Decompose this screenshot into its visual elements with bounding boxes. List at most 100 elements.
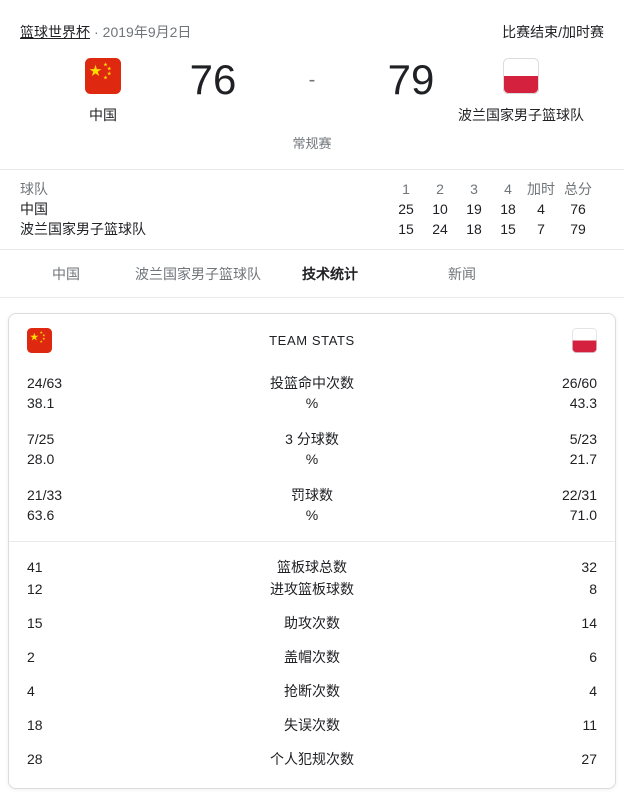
china-flag-icon [27, 328, 52, 353]
away-q4: 15 [500, 221, 516, 237]
3p-pct-label: % [305, 451, 319, 467]
home-q4: 18 [500, 201, 516, 217]
quarters-team-header: 球队 [20, 181, 48, 197]
away-row-team: 波兰国家男子篮球队 [20, 221, 146, 237]
home-ot: 4 [537, 201, 545, 217]
away-3p-pct: 21.7 [569, 451, 597, 467]
stat-row-personal-fouls: 28 个人犯规次数 27 [27, 748, 597, 770]
stat-row-offensive-rebounds: 12 进攻篮板球数 8 [27, 578, 597, 600]
stat-row-assists: 15 助攻次数 14 [27, 612, 597, 634]
rebounds-label: 篮板球总数 [277, 559, 347, 575]
stats-divider [9, 541, 615, 542]
quarters-table: 球队 1 2 3 4 加时 总分 中国 25 10 19 18 4 76 波兰国… [0, 169, 624, 250]
away-ot: 7 [537, 221, 545, 237]
stat-group-free-throws: 21/33 罚球数 22/31 63.6 % 71.0 [27, 485, 597, 525]
away-assists: 14 [581, 615, 597, 631]
home-total: 76 [570, 201, 586, 217]
away-steals: 4 [589, 683, 597, 699]
home-fg-pct: 38.1 [27, 395, 55, 411]
scoreboard: 中国 76 - 79 波兰国家男子篮球队 [0, 42, 624, 124]
home-team-name: 中国 [89, 107, 117, 123]
tab-away-team[interactable]: 波兰国家男子篮球队 [135, 265, 261, 282]
game-status: 比赛结束/加时赛 [502, 24, 604, 40]
team-stats-card-header: TEAM STATS [27, 328, 597, 353]
stage-label: 常规赛 [292, 136, 332, 151]
home-rebounds: 41 [27, 559, 43, 575]
tournament-link[interactable]: 篮球世界杯 [20, 24, 90, 40]
total-header: 总分 [564, 181, 592, 197]
home-blocks: 2 [27, 649, 35, 665]
home-score: 76 [189, 56, 237, 103]
quarter-3-header: 3 [470, 181, 478, 197]
quarter-1-header: 1 [402, 181, 410, 197]
away-ft-value: 22/31 [561, 487, 597, 503]
poland-flag-icon [571, 328, 597, 353]
quarter-2-header: 2 [436, 181, 444, 197]
home-q1: 25 [398, 201, 414, 217]
away-q1: 15 [398, 221, 414, 237]
home-q2: 10 [432, 201, 448, 217]
away-turnovers: 11 [582, 717, 597, 733]
home-steals: 4 [27, 683, 35, 699]
3p-label: 3 分球数 [285, 431, 339, 447]
home-fouls: 28 [27, 751, 43, 767]
overtime-header: 加时 [527, 181, 555, 197]
home-off-rebounds: 12 [27, 581, 43, 597]
home-fg-value: 24/63 [27, 375, 63, 391]
home-q3: 19 [466, 201, 482, 217]
blocks-label: 盖帽次数 [284, 649, 340, 665]
tournament-info: 篮球世界杯 · 2019年9月2日 [20, 22, 191, 42]
away-fouls: 27 [581, 751, 597, 767]
away-fg-pct: 43.3 [569, 395, 597, 411]
tab-home-team[interactable]: 中国 [52, 265, 80, 282]
away-3p-value: 5/23 [569, 431, 597, 447]
tab-news[interactable]: 新闻 [448, 265, 476, 282]
table-row-away: 波兰国家男子篮球队 15 24 18 15 7 79 [20, 219, 599, 239]
fg-label: 投篮命中次数 [270, 375, 354, 391]
fg-pct-label: % [305, 395, 319, 411]
stat-row-turnovers: 18 失误次数 11 [27, 714, 597, 736]
home-turnovers: 18 [27, 717, 43, 733]
tab-bar: 中国 波兰国家男子篮球队 技术统计 新闻 [0, 250, 624, 298]
turnovers-label: 失误次数 [284, 717, 340, 733]
away-rebounds: 32 [581, 559, 597, 575]
poland-flag-icon [446, 58, 596, 94]
match-header: 篮球世界杯 · 2019年9月2日 比赛结束/加时赛 [0, 0, 624, 42]
table-row-home: 中国 25 10 19 18 4 76 [20, 199, 599, 219]
quarters-header-row: 球队 1 2 3 4 加时 总分 [20, 179, 599, 199]
home-3p-pct: 28.0 [27, 451, 55, 467]
stat-group-field-goals: 24/63 投篮命中次数 26/60 38.1 % 43.3 [27, 373, 597, 413]
away-ft-pct: 71.0 [569, 507, 597, 523]
assists-label: 助攻次数 [284, 615, 340, 631]
away-total: 79 [570, 221, 586, 237]
tab-team-stats[interactable]: 技术统计 [302, 265, 358, 282]
team-stats-title: TEAM STATS [269, 333, 355, 348]
home-ft-pct: 63.6 [27, 507, 55, 523]
china-flag-icon [28, 58, 178, 94]
stat-row-total-rebounds: 41 篮板球总数 32 [27, 556, 597, 578]
ft-pct-label: % [305, 507, 319, 523]
score-dash: - [308, 69, 316, 91]
home-team-block: 中国 [28, 58, 178, 124]
ft-label: 罚球数 [291, 487, 333, 503]
away-q2: 24 [432, 221, 448, 237]
away-team-name: 波兰国家男子篮球队 [458, 107, 584, 123]
stat-row-steals: 4 抢断次数 4 [27, 680, 597, 702]
away-score: 79 [387, 56, 435, 103]
fouls-label: 个人犯规次数 [270, 751, 354, 767]
away-off-rebounds: 8 [589, 581, 597, 597]
home-ft-value: 21/33 [27, 487, 63, 503]
steals-label: 抢断次数 [284, 683, 340, 699]
home-3p-value: 7/25 [27, 431, 55, 447]
match-date: 2019年9月2日 [102, 24, 192, 40]
away-team-block: 波兰国家男子篮球队 [446, 58, 596, 124]
quarter-4-header: 4 [504, 181, 512, 197]
header-separator: · [94, 24, 99, 40]
away-blocks: 6 [589, 649, 597, 665]
home-assists: 15 [27, 615, 43, 631]
stat-row-blocks: 2 盖帽次数 6 [27, 646, 597, 668]
away-fg-value: 26/60 [561, 375, 597, 391]
team-stats-card: TEAM STATS 24/63 投篮命中次数 26/60 38.1 % 43.… [8, 313, 616, 789]
away-q3: 18 [466, 221, 482, 237]
off-rebounds-label: 进攻篮板球数 [270, 581, 354, 597]
